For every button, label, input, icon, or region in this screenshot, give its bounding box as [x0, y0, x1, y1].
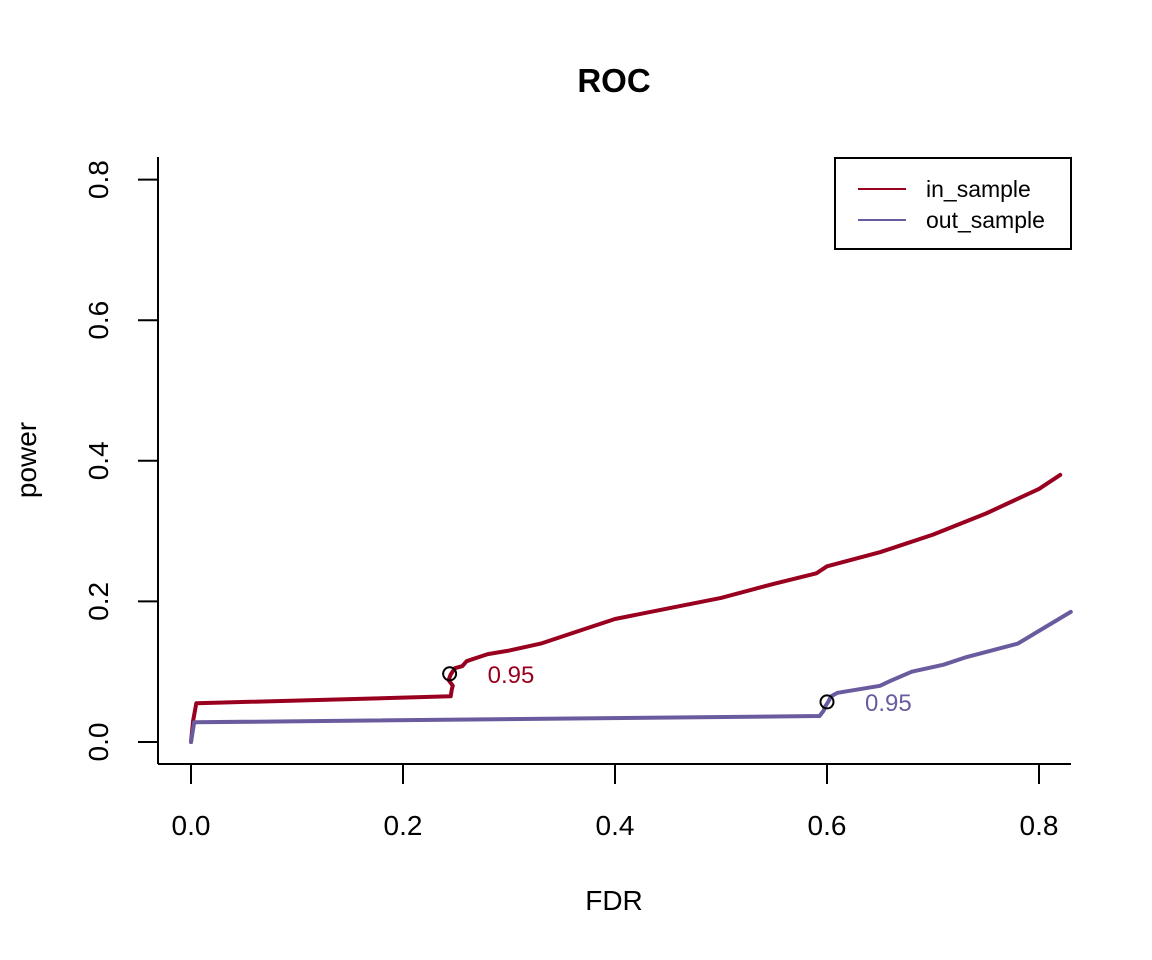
- data-lines: [189, 472, 1073, 744]
- series-line-out-sample: [189, 609, 1073, 744]
- x-tick-label: 0.2: [384, 810, 423, 841]
- x-tick-label: 0.6: [808, 810, 847, 841]
- x-tick-label: 0.8: [1020, 810, 1059, 841]
- legend: in_sample out_sample: [834, 157, 1072, 250]
- x-axis-label: FDR: [585, 885, 643, 916]
- y-tick-label: 0.8: [83, 160, 114, 199]
- threshold-marker-out-sample: [819, 694, 835, 710]
- chart-title: ROC: [577, 62, 650, 99]
- x-tick-label: 0.4: [596, 810, 635, 841]
- series-line-in-sample: [189, 472, 1063, 744]
- y-tick-label: 0.4: [83, 441, 114, 480]
- legend-label-out-sample: out_sample: [926, 207, 1045, 233]
- x-tick-label: 0.0: [172, 810, 211, 841]
- legend-box: [834, 157, 1072, 250]
- threshold-label-in-sample: 0.95: [488, 662, 535, 689]
- axes: 0.0 0.2 0.4 0.6 0.8 0.0 0.2 0.4 0.6 0.8: [83, 157, 1071, 841]
- threshold-label-out-sample: 0.95: [865, 690, 912, 717]
- y-tick-label: 0.0: [83, 723, 114, 762]
- legend-label-in-sample: in_sample: [926, 176, 1031, 202]
- y-axis-label: power: [11, 422, 42, 498]
- threshold-marker-in-sample: [442, 666, 458, 682]
- threshold-markers: 0.95 0.95: [442, 662, 912, 717]
- y-tick-label: 0.2: [83, 582, 114, 621]
- y-tick-label: 0.6: [83, 301, 114, 340]
